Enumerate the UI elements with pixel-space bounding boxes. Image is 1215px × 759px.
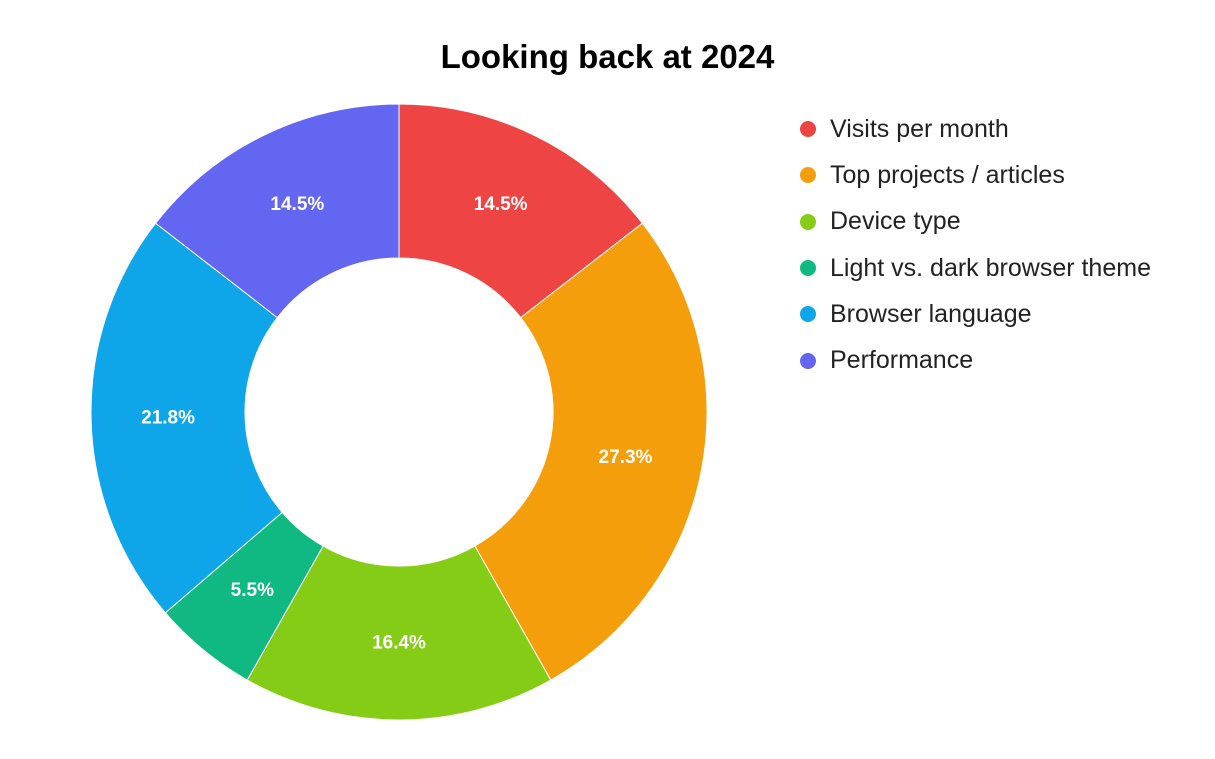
legend-label: Light vs. dark browser theme (830, 253, 1151, 282)
legend-marker (800, 352, 816, 369)
slice-label-visits-per-month: 14.5% (474, 194, 528, 215)
slice-label-browser-language: 21.8% (141, 407, 195, 428)
slice-browser-language (90, 222, 283, 614)
legend-label: Visits per month (830, 114, 1009, 143)
slice-performance (154, 103, 400, 319)
slice-label-top-projects-articles: 27.3% (599, 447, 653, 468)
legend-marker (800, 167, 816, 184)
slice-label-device-type: 16.4% (372, 633, 426, 654)
legend-label: Performance (830, 346, 974, 375)
legend-item-performance: Performance (800, 337, 1151, 383)
chart-legend: Visits per month Top projects / articles D… (800, 106, 1151, 384)
legend-item-top-projects-articles: Top projects / articles (800, 152, 1151, 198)
legend-label: Device type (830, 207, 961, 236)
slice-label-performance: 14.5% (270, 194, 324, 215)
legend-label: Top projects / articles (830, 160, 1065, 189)
legend-marker (800, 306, 816, 323)
legend-item-device-type: Device type (800, 199, 1151, 245)
legend-item-visits-per-month: Visits per month (800, 106, 1151, 152)
slice-top-projects-articles (474, 222, 708, 681)
legend-item-light-vs-dark-browser-theme: Light vs. dark browser theme (800, 245, 1151, 291)
legend-label: Browser language (830, 299, 1032, 328)
legend-marker (800, 121, 816, 138)
slice-device-type (246, 545, 552, 721)
legend-marker (800, 260, 816, 277)
slice-label-light-vs-dark-browser-theme: 5.5% (231, 580, 274, 601)
legend-item-browser-language: Browser language (800, 291, 1151, 337)
legend-marker (800, 213, 816, 230)
slice-visits-per-month (398, 103, 644, 319)
chart-title: Looking back at 2024 (440, 38, 775, 75)
